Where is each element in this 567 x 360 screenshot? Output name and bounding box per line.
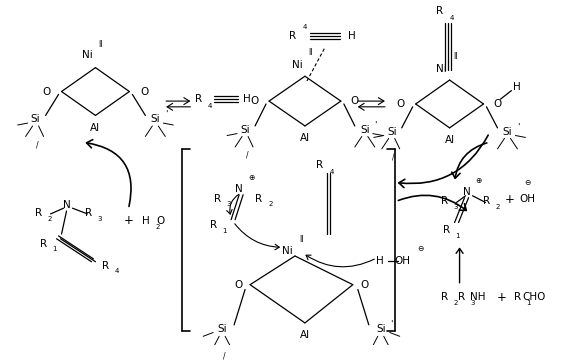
Text: ⊖: ⊖ [418,244,424,253]
Text: Ni: Ni [436,64,447,73]
Text: Si: Si [360,125,370,135]
Text: R: R [514,292,521,302]
Text: R: R [102,261,109,271]
Text: Si: Si [31,114,40,124]
Text: /: / [36,140,39,149]
Text: ': ' [391,319,393,328]
Text: II: II [308,48,312,57]
Text: ⊕: ⊕ [248,174,255,183]
Text: 2: 2 [48,216,52,222]
Text: OH: OH [519,194,535,204]
Text: O: O [43,86,50,96]
Text: NH: NH [470,292,485,302]
Text: 3: 3 [471,300,475,306]
Text: II: II [454,52,458,61]
Text: Al: Al [300,134,310,143]
Text: 1: 1 [526,300,531,306]
Text: R: R [40,239,47,248]
Text: 4: 4 [208,103,213,109]
Text: O: O [234,280,242,290]
Text: II: II [299,235,303,244]
Text: Si: Si [150,114,160,124]
Text: H: H [513,82,521,92]
Text: Al: Al [90,123,100,133]
Text: Si: Si [502,127,512,137]
Text: 1: 1 [222,228,227,234]
Text: N: N [463,187,471,197]
Text: Ni: Ni [291,60,302,70]
Text: 1: 1 [455,233,460,239]
Text: H: H [142,216,150,226]
Text: 3: 3 [98,216,102,222]
Text: 1: 1 [53,247,57,252]
Text: O: O [351,96,359,106]
Text: R: R [443,225,450,235]
Text: R: R [289,31,297,41]
Text: 3: 3 [226,202,231,207]
Text: /: / [246,151,248,160]
Text: Si: Si [240,125,250,135]
Text: H: H [243,94,251,104]
Text: O: O [250,96,258,106]
Text: O: O [361,280,369,290]
Text: 2: 2 [496,204,500,210]
Text: O: O [140,86,149,96]
Text: 4: 4 [330,169,335,175]
Text: ': ' [165,110,167,119]
Text: O: O [493,99,502,109]
Text: R: R [316,160,323,170]
Text: Si: Si [387,127,396,137]
Text: R: R [85,208,92,218]
Text: R: R [441,292,448,302]
Text: 4: 4 [303,24,307,30]
Text: H: H [348,31,356,41]
Text: +: + [497,291,506,303]
Text: R: R [483,197,490,207]
Text: +: + [505,193,514,206]
Text: Al: Al [445,135,455,145]
Text: O: O [396,99,405,109]
Text: ⊖: ⊖ [524,178,531,187]
Text: II: II [99,40,103,49]
Text: R: R [458,292,465,302]
Text: Si: Si [217,324,227,334]
Text: 2: 2 [454,300,458,306]
Text: 3: 3 [454,204,458,210]
Text: R: R [436,6,443,16]
Text: /: / [392,153,395,162]
Text: OH: OH [395,256,411,266]
Text: O: O [156,216,164,226]
Text: H: H [376,256,384,266]
Text: R: R [441,197,448,207]
Text: Ni: Ni [282,246,293,256]
Text: Si: Si [376,324,386,334]
Text: 2: 2 [155,224,160,230]
Text: R: R [194,94,202,104]
Text: 2: 2 [268,202,272,207]
Text: ': ' [375,121,377,130]
Text: R: R [214,194,221,204]
Text: ⊕: ⊕ [476,176,482,185]
Text: N: N [235,184,243,194]
Text: Ni: Ni [82,50,93,60]
Text: R: R [256,194,263,204]
Text: /: / [223,352,226,360]
Text: ': ' [517,122,520,131]
Text: R: R [210,220,217,230]
Text: 4: 4 [115,269,119,274]
Text: Al: Al [300,330,310,340]
Text: 4: 4 [450,15,454,21]
Text: +: + [124,214,133,227]
Text: N: N [63,200,70,210]
Text: CHO: CHO [523,292,546,302]
Text: R: R [35,208,42,218]
